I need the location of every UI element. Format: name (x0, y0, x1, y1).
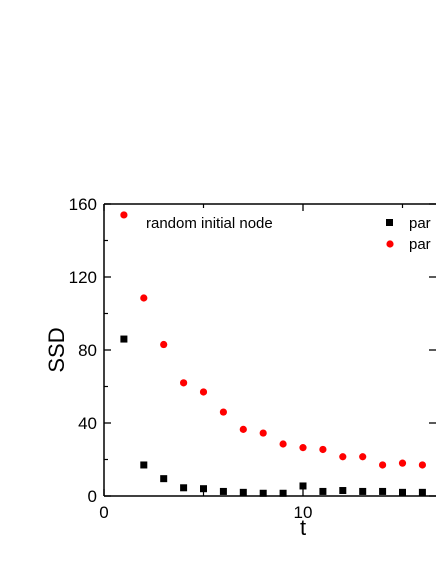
circle-point (239, 425, 247, 433)
tick-labels: 0 40 80 120 160 0 10 (69, 195, 313, 522)
axis-ticks (103, 203, 436, 497)
circle-point (398, 459, 407, 467)
circle-point (259, 429, 267, 437)
circle-point (339, 453, 347, 461)
circle-point (279, 440, 287, 448)
square-point (319, 487, 327, 495)
circle-point (359, 453, 367, 461)
square-point (140, 461, 148, 469)
circle-point (219, 408, 227, 416)
y-tick-label: 0 (88, 487, 97, 506)
square-point (239, 488, 247, 496)
legend-label-2: par (409, 236, 431, 253)
square-point (279, 489, 287, 497)
circle-point (199, 388, 208, 396)
square-point (219, 487, 227, 495)
data-points (120, 211, 426, 497)
x-tick-label: 0 (99, 503, 108, 522)
square-point (418, 488, 426, 496)
x-tick-label: 10 (294, 503, 313, 522)
square-point (259, 489, 267, 497)
square-point (379, 487, 387, 495)
circle-point (120, 211, 128, 219)
circle-point (379, 461, 387, 469)
circle-point (160, 340, 168, 349)
circle-point (418, 461, 426, 469)
y-tick-label: 40 (78, 414, 97, 433)
square-point (180, 484, 188, 492)
chart-annotation: random initial node (146, 215, 273, 232)
circle-point (319, 445, 327, 454)
y-tick-label: 120 (69, 268, 97, 287)
square-point (120, 335, 128, 343)
square-point (160, 475, 168, 483)
square-point (399, 488, 406, 496)
square-point (200, 485, 207, 493)
y-tick-label: 80 (78, 341, 97, 360)
y-tick-label: 160 (69, 195, 97, 214)
legend-marker-circle (386, 240, 394, 248)
legend: par par (386, 215, 431, 253)
square-point (359, 487, 367, 495)
circle-point (140, 294, 148, 302)
y-axis-title: SSD (44, 327, 69, 372)
plot-frame (103, 203, 436, 497)
circle-point (180, 379, 188, 387)
circle-point (299, 444, 307, 452)
x-axis-title: t (300, 515, 306, 540)
square-point (339, 487, 347, 495)
square-point (299, 482, 307, 490)
legend-label-1: par (409, 215, 431, 232)
legend-marker-square (386, 219, 393, 226)
